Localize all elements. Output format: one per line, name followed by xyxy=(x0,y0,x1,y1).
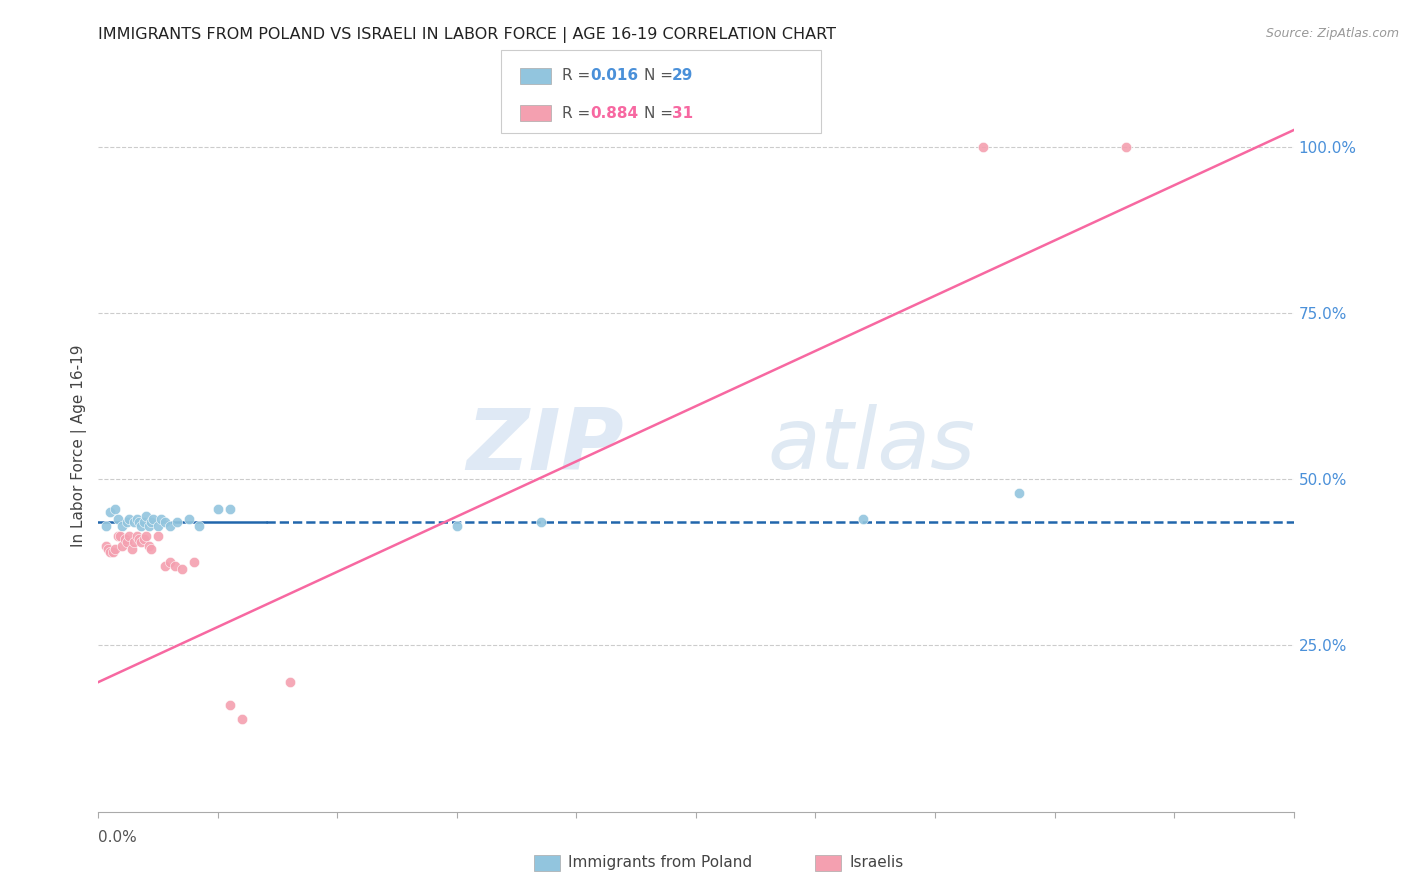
Point xyxy=(139,516,162,530)
Point xyxy=(97,542,120,557)
Point xyxy=(166,516,188,530)
Point xyxy=(135,529,157,543)
Point xyxy=(1115,140,1137,154)
Text: N =: N = xyxy=(644,106,678,120)
Point xyxy=(972,140,994,154)
Point xyxy=(1007,485,1029,500)
Text: 0.0%: 0.0% xyxy=(98,830,138,845)
Point xyxy=(107,529,129,543)
Point xyxy=(155,516,177,530)
Point xyxy=(159,555,181,569)
Point xyxy=(148,518,170,533)
Text: R =: R = xyxy=(562,69,596,83)
Point xyxy=(121,542,143,557)
Text: Immigrants from Poland: Immigrants from Poland xyxy=(568,855,752,870)
Point xyxy=(128,532,150,546)
Text: atlas: atlas xyxy=(768,404,976,488)
Point xyxy=(125,512,148,526)
Point xyxy=(128,516,150,530)
Point xyxy=(148,529,170,543)
Point xyxy=(231,712,253,726)
Text: IMMIGRANTS FROM POLAND VS ISRAELI IN LABOR FORCE | AGE 16-19 CORRELATION CHART: IMMIGRANTS FROM POLAND VS ISRAELI IN LAB… xyxy=(98,27,837,43)
Point xyxy=(138,539,160,553)
Point xyxy=(94,518,117,533)
Point xyxy=(132,516,155,530)
Point xyxy=(138,518,160,533)
Point xyxy=(118,512,141,526)
Text: N =: N = xyxy=(644,69,678,83)
Point xyxy=(118,529,141,543)
Point xyxy=(131,535,153,549)
Point xyxy=(172,562,194,576)
Point xyxy=(94,539,117,553)
Point xyxy=(124,516,146,530)
Point xyxy=(142,512,165,526)
Text: ZIP: ZIP xyxy=(467,404,624,488)
Point xyxy=(278,675,301,690)
Point xyxy=(219,698,242,713)
Text: Source: ZipAtlas.com: Source: ZipAtlas.com xyxy=(1265,27,1399,40)
Point xyxy=(135,508,157,523)
Point xyxy=(149,512,172,526)
Point xyxy=(107,512,129,526)
Point xyxy=(115,516,138,530)
Point xyxy=(124,535,146,549)
Point xyxy=(446,518,468,533)
Point xyxy=(108,529,131,543)
Point xyxy=(104,542,127,557)
Point xyxy=(132,532,155,546)
Text: 0.016: 0.016 xyxy=(591,69,638,83)
Point xyxy=(131,518,153,533)
Point xyxy=(139,542,162,557)
Point xyxy=(187,518,209,533)
Point xyxy=(183,555,205,569)
Text: 29: 29 xyxy=(672,69,693,83)
Point xyxy=(101,545,124,559)
Point xyxy=(114,532,136,546)
Point xyxy=(104,502,127,516)
Point xyxy=(111,539,134,553)
Point xyxy=(529,516,551,530)
Point xyxy=(111,518,134,533)
Text: Israelis: Israelis xyxy=(849,855,904,870)
Y-axis label: In Labor Force | Age 16-19: In Labor Force | Age 16-19 xyxy=(72,344,87,548)
Point xyxy=(207,502,229,516)
Point xyxy=(179,512,201,526)
Point xyxy=(125,529,148,543)
Point xyxy=(163,558,186,573)
Point xyxy=(155,558,177,573)
Point xyxy=(115,535,138,549)
Text: 0.884: 0.884 xyxy=(591,106,638,120)
Text: 31: 31 xyxy=(672,106,693,120)
Point xyxy=(159,518,181,533)
Point xyxy=(852,512,875,526)
Point xyxy=(219,502,242,516)
Point xyxy=(98,506,122,520)
Text: R =: R = xyxy=(562,106,596,120)
Point xyxy=(98,545,122,559)
